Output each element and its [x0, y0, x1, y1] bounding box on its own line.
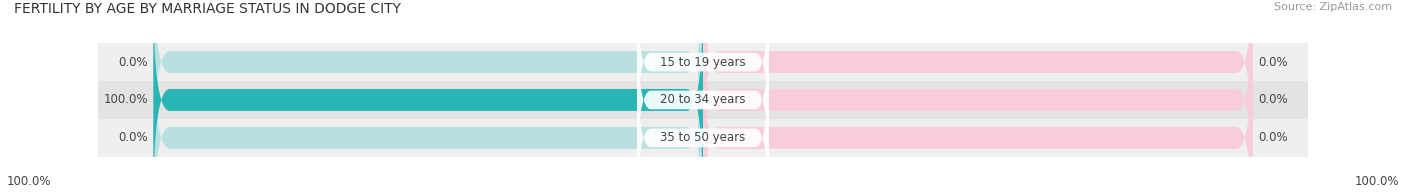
Bar — [98, 43, 1308, 81]
Text: 100.0%: 100.0% — [104, 93, 148, 106]
Text: 15 to 19 years: 15 to 19 years — [661, 56, 745, 69]
Text: 20 to 34 years: 20 to 34 years — [661, 93, 745, 106]
Text: 100.0%: 100.0% — [1354, 175, 1399, 188]
FancyBboxPatch shape — [637, 53, 769, 196]
Text: 0.0%: 0.0% — [1258, 93, 1288, 106]
FancyBboxPatch shape — [637, 0, 769, 147]
FancyBboxPatch shape — [703, 35, 1253, 196]
Text: Source: ZipAtlas.com: Source: ZipAtlas.com — [1274, 2, 1392, 12]
Text: 0.0%: 0.0% — [118, 56, 148, 69]
FancyBboxPatch shape — [153, 0, 703, 165]
Text: 100.0%: 100.0% — [7, 175, 52, 188]
Text: 0.0%: 0.0% — [1258, 131, 1288, 144]
FancyBboxPatch shape — [153, 0, 703, 196]
Bar — [98, 119, 1308, 157]
FancyBboxPatch shape — [153, 0, 703, 196]
Text: FERTILITY BY AGE BY MARRIAGE STATUS IN DODGE CITY: FERTILITY BY AGE BY MARRIAGE STATUS IN D… — [14, 2, 401, 16]
Text: 35 to 50 years: 35 to 50 years — [661, 131, 745, 144]
FancyBboxPatch shape — [703, 0, 1253, 165]
FancyBboxPatch shape — [637, 15, 769, 185]
Bar — [98, 81, 1308, 119]
Text: 0.0%: 0.0% — [1258, 56, 1288, 69]
FancyBboxPatch shape — [703, 0, 1253, 196]
Text: 0.0%: 0.0% — [118, 131, 148, 144]
FancyBboxPatch shape — [153, 35, 703, 196]
